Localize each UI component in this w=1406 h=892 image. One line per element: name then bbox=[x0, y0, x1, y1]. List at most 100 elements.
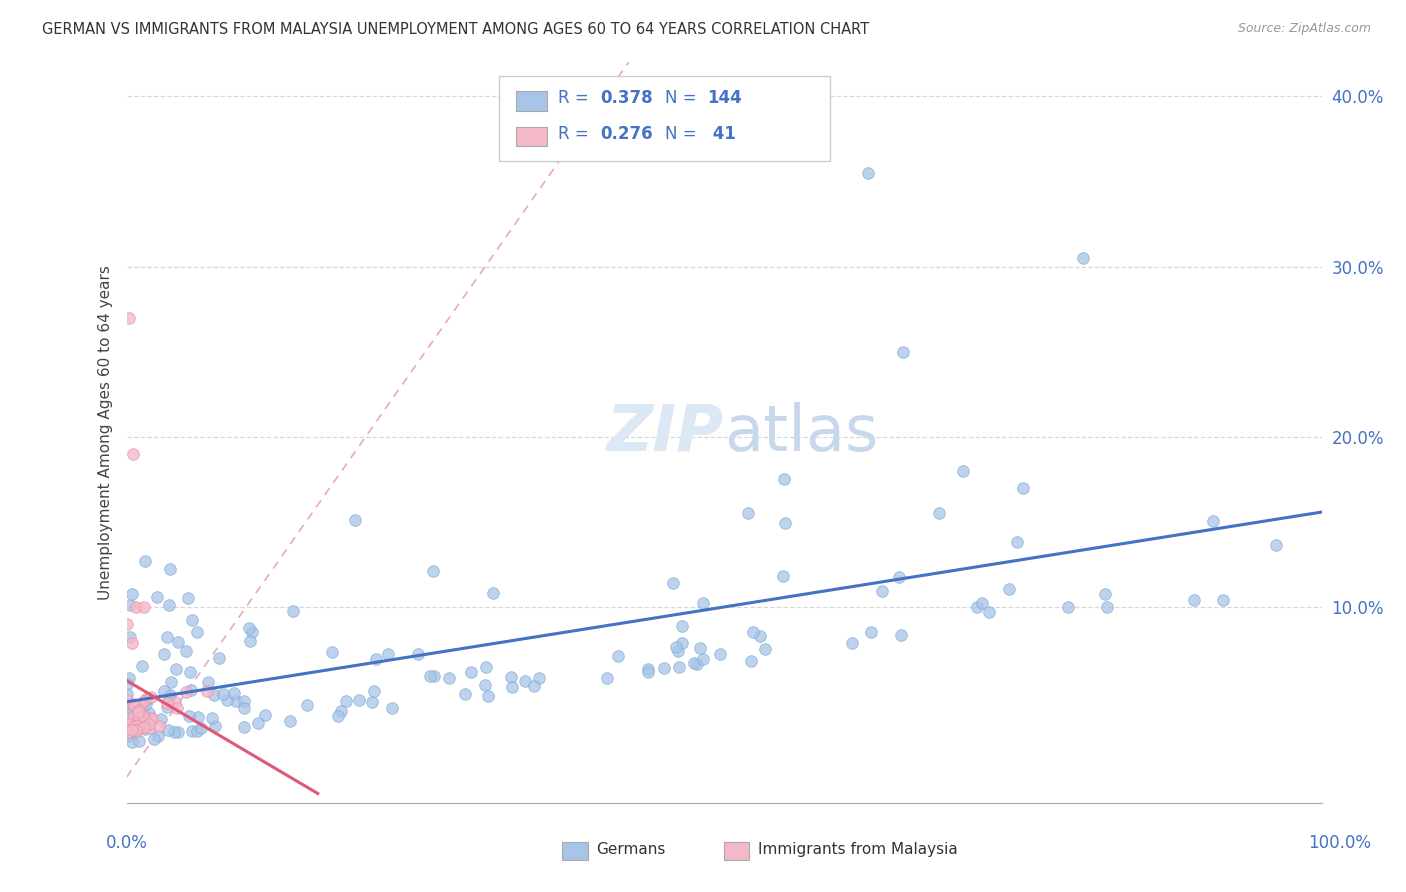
Point bbox=[115, 729, 138, 743]
Point bbox=[475, 659, 498, 673]
Point bbox=[134, 713, 156, 727]
Point bbox=[363, 683, 385, 698]
Point bbox=[134, 722, 156, 736]
Point bbox=[121, 723, 143, 737]
Point bbox=[179, 709, 201, 723]
Point bbox=[329, 705, 352, 719]
Point bbox=[195, 683, 218, 698]
Point bbox=[117, 703, 139, 717]
Point bbox=[423, 668, 446, 682]
Point bbox=[1094, 586, 1116, 600]
Point bbox=[970, 596, 993, 610]
Point bbox=[671, 619, 693, 633]
Point bbox=[134, 600, 156, 615]
Point bbox=[654, 661, 676, 675]
Point bbox=[709, 647, 731, 661]
Point bbox=[232, 720, 254, 734]
Text: 0.378: 0.378 bbox=[600, 89, 652, 107]
Point bbox=[737, 507, 759, 521]
Point bbox=[1005, 534, 1028, 549]
Point bbox=[1202, 514, 1225, 528]
Point bbox=[125, 600, 148, 615]
Point bbox=[474, 678, 496, 692]
Point bbox=[186, 625, 208, 640]
Point bbox=[127, 719, 149, 733]
Point bbox=[232, 694, 254, 708]
Point bbox=[117, 671, 139, 685]
Point bbox=[181, 613, 204, 627]
Point bbox=[117, 725, 139, 739]
Point bbox=[422, 565, 444, 579]
Point bbox=[117, 712, 139, 726]
Point bbox=[165, 695, 187, 709]
Point bbox=[176, 591, 198, 606]
Point bbox=[224, 686, 246, 700]
Point bbox=[481, 586, 503, 600]
Point bbox=[167, 725, 190, 739]
Point bbox=[692, 652, 714, 666]
Point bbox=[197, 674, 219, 689]
Point bbox=[174, 644, 197, 658]
Point bbox=[665, 640, 688, 655]
Point bbox=[1011, 481, 1033, 495]
Point bbox=[131, 703, 153, 717]
Point bbox=[128, 734, 150, 748]
Point bbox=[326, 709, 349, 723]
Point bbox=[754, 642, 776, 657]
Point bbox=[163, 725, 186, 739]
Point bbox=[239, 634, 262, 648]
Point bbox=[156, 696, 179, 710]
Point bbox=[131, 659, 153, 673]
Point bbox=[977, 606, 1000, 620]
Point bbox=[122, 707, 145, 722]
Point bbox=[146, 729, 169, 743]
Point bbox=[215, 693, 238, 707]
Point bbox=[118, 630, 141, 644]
Point bbox=[118, 310, 141, 325]
Point bbox=[381, 700, 404, 714]
Point bbox=[860, 625, 883, 640]
Point bbox=[118, 598, 141, 612]
Point bbox=[928, 507, 950, 521]
Point bbox=[128, 703, 150, 717]
Point bbox=[127, 705, 149, 719]
Point bbox=[437, 671, 460, 685]
Point bbox=[347, 692, 370, 706]
Point bbox=[1212, 592, 1234, 607]
Point bbox=[208, 651, 231, 665]
Point bbox=[1095, 599, 1118, 614]
Point bbox=[870, 583, 893, 598]
Point bbox=[501, 670, 523, 684]
Point bbox=[233, 701, 256, 715]
Point bbox=[686, 657, 709, 672]
Point bbox=[115, 697, 138, 711]
Point bbox=[460, 665, 482, 680]
Point bbox=[364, 652, 387, 666]
Point bbox=[153, 684, 176, 698]
Point bbox=[204, 719, 226, 733]
Point bbox=[689, 640, 711, 655]
Point bbox=[115, 716, 138, 731]
Point bbox=[321, 645, 343, 659]
Point bbox=[890, 628, 912, 642]
Point bbox=[141, 712, 163, 726]
Point bbox=[742, 624, 765, 639]
Point bbox=[749, 629, 772, 643]
Text: 100.0%: 100.0% bbox=[1308, 834, 1371, 852]
Point bbox=[135, 692, 157, 706]
Point bbox=[238, 621, 260, 635]
Point bbox=[240, 624, 263, 639]
Point bbox=[201, 710, 224, 724]
Point bbox=[148, 719, 170, 733]
Point bbox=[124, 719, 146, 733]
Point bbox=[180, 723, 202, 738]
Point bbox=[841, 636, 863, 650]
Point bbox=[157, 723, 180, 737]
Text: R =: R = bbox=[558, 89, 595, 107]
Point bbox=[773, 516, 796, 530]
Point bbox=[135, 697, 157, 711]
Point bbox=[122, 709, 145, 723]
Text: 0.0%: 0.0% bbox=[105, 834, 148, 852]
Point bbox=[165, 662, 187, 676]
Point bbox=[157, 598, 180, 612]
